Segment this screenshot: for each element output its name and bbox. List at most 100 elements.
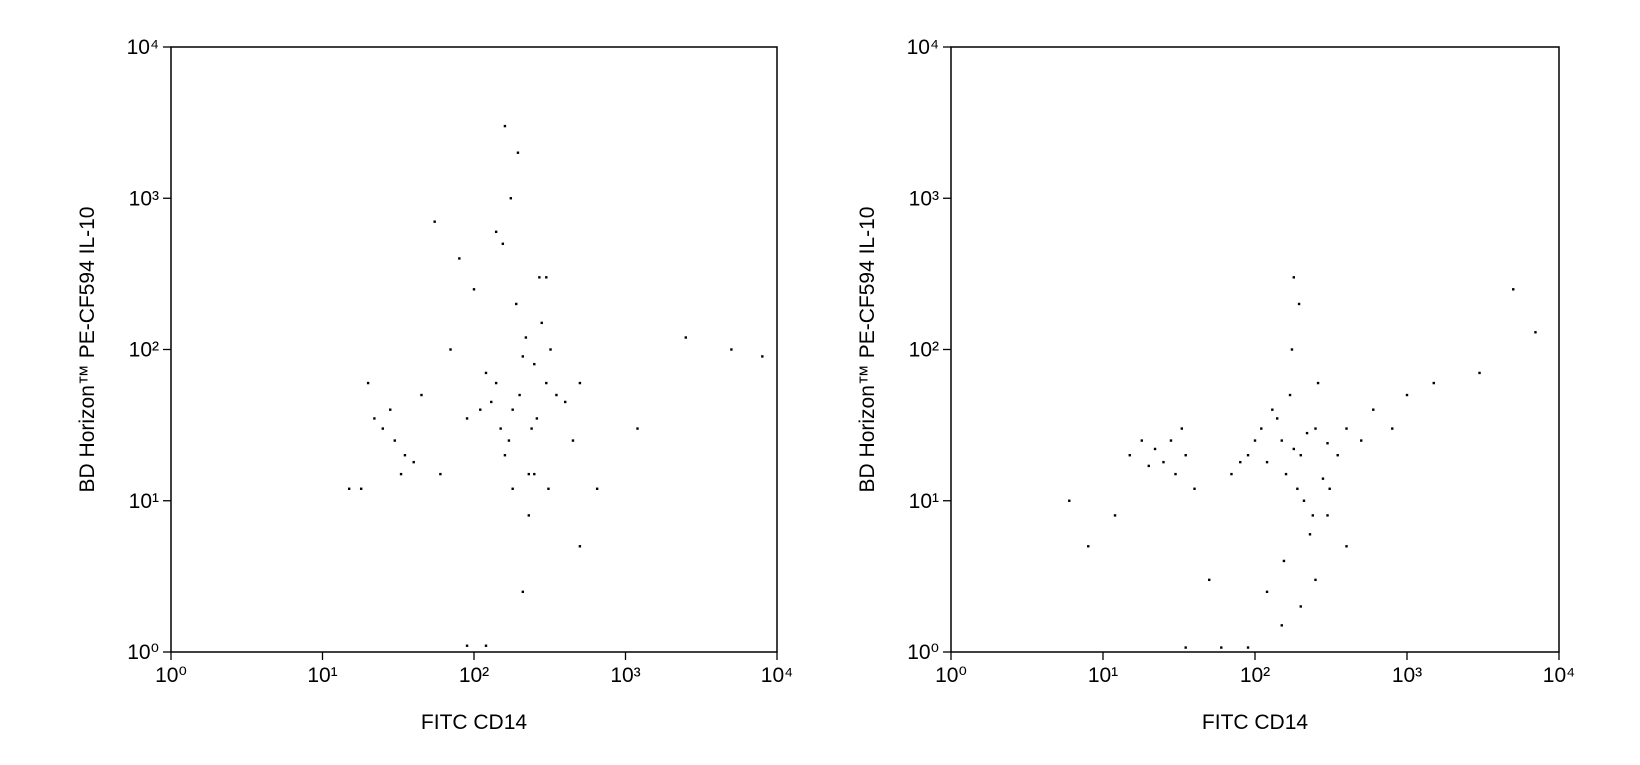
- data-point: [1308, 533, 1312, 536]
- data-point: [530, 427, 533, 430]
- x-tick-label: 10⁴: [1543, 664, 1575, 687]
- data-point: [1169, 439, 1173, 442]
- data-point: [1174, 472, 1177, 476]
- data-point: [571, 439, 575, 442]
- data-point: [1292, 447, 1296, 451]
- x-tick-label: 10³: [1392, 664, 1422, 687]
- data-point: [515, 302, 518, 306]
- data-point: [730, 348, 733, 351]
- data-point: [521, 355, 525, 358]
- data-point: [1140, 439, 1144, 442]
- data-point: [1147, 464, 1150, 468]
- data-point: [389, 408, 392, 411]
- y-tick-label: 10⁰: [907, 641, 939, 664]
- data-point: [1276, 417, 1279, 420]
- data-point: [420, 393, 423, 397]
- data-point: [1253, 439, 1257, 442]
- data-point: [1316, 381, 1320, 385]
- data-point: [511, 408, 514, 411]
- plot-frame: [950, 46, 1560, 653]
- data-point: [1193, 487, 1196, 490]
- data-point: [507, 439, 511, 442]
- data-point: [1282, 559, 1286, 563]
- data-point: [1336, 454, 1339, 457]
- data-point: [1432, 381, 1435, 385]
- data-point: [465, 417, 469, 420]
- data-point: [538, 276, 541, 279]
- data-point: [1280, 624, 1283, 627]
- data-point: [511, 487, 514, 490]
- x-tick-label: 10⁰: [155, 664, 187, 687]
- data-point: [1128, 454, 1131, 457]
- y-tick-label: 10⁴: [907, 36, 939, 59]
- data-point: [547, 487, 550, 490]
- data-point: [545, 276, 548, 279]
- data-point: [1260, 427, 1263, 430]
- data-point: [549, 348, 552, 351]
- x-tick-label: 10⁴: [761, 664, 793, 687]
- data-point: [1360, 439, 1363, 442]
- x-axis-label: FITC CD14: [421, 711, 528, 734]
- data-point: [1239, 460, 1242, 464]
- data-point: [1153, 447, 1157, 451]
- data-point: [578, 545, 582, 548]
- data-point: [359, 487, 363, 490]
- data-point: [1328, 487, 1331, 490]
- data-point: [465, 644, 469, 647]
- data-point: [1180, 427, 1184, 430]
- data-point: [540, 321, 543, 325]
- data-point: [1534, 331, 1537, 334]
- data-point: [1326, 442, 1329, 445]
- data-point: [533, 362, 536, 366]
- data-point: [399, 472, 403, 476]
- data-point: [1292, 276, 1296, 279]
- data-point: [527, 514, 531, 517]
- data-point: [1271, 408, 1274, 411]
- data-point: [555, 393, 558, 397]
- data-point: [535, 417, 539, 420]
- data-point: [1184, 646, 1187, 649]
- data-point: [1305, 431, 1309, 435]
- data-point: [347, 487, 351, 490]
- data-point: [1314, 427, 1317, 430]
- data-point: [449, 348, 452, 351]
- data-point: [1405, 393, 1409, 397]
- data-point: [1478, 371, 1481, 375]
- plot-frame: [170, 46, 778, 653]
- y-tick-label: 10¹: [129, 490, 159, 513]
- data-point: [1372, 408, 1375, 411]
- data-point: [433, 220, 436, 223]
- data-point: [494, 381, 498, 385]
- data-point: [1280, 439, 1283, 442]
- data-point: [1068, 499, 1071, 502]
- data-point: [1345, 427, 1348, 430]
- data-point: [524, 336, 528, 339]
- data-point: [1314, 578, 1317, 582]
- y-tick-label: 10³: [909, 187, 939, 210]
- data-point: [1284, 472, 1288, 476]
- data-point: [521, 590, 525, 594]
- x-tick-label: 10¹: [307, 664, 337, 687]
- y-tick-label: 10⁰: [127, 641, 159, 664]
- y-tick-label: 10¹: [909, 490, 939, 513]
- data-point: [636, 427, 639, 430]
- data-point: [1326, 514, 1329, 517]
- data-point: [1288, 393, 1292, 397]
- data-point: [564, 400, 567, 404]
- data-point: [1220, 646, 1223, 649]
- data-point: [595, 487, 599, 490]
- x-tick-label: 10²: [1240, 664, 1270, 687]
- data-point: [1265, 590, 1269, 594]
- data-point: [1162, 460, 1165, 464]
- data-point: [1290, 348, 1294, 351]
- data-point: [490, 400, 493, 404]
- x-tick-label: 10¹: [1088, 664, 1118, 687]
- data-point: [494, 230, 498, 234]
- data-point: [1302, 499, 1306, 502]
- data-point: [578, 381, 582, 385]
- data-point: [439, 472, 442, 476]
- y-axis-label: BD Horizon™ PE-CF594 IL-10: [856, 207, 879, 493]
- data-point: [1311, 514, 1314, 517]
- data-point: [366, 381, 370, 385]
- data-point: [1345, 545, 1348, 548]
